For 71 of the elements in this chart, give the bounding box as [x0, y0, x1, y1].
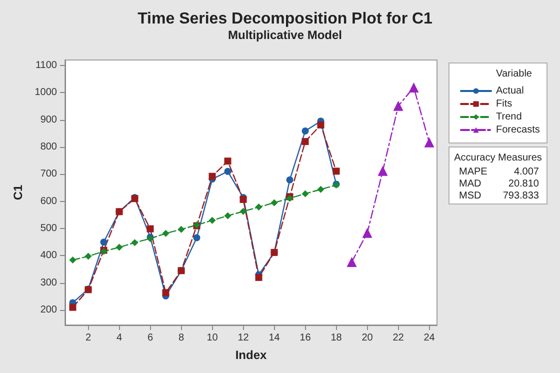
text: MAPE — [459, 166, 488, 178]
y-axis-title: C1 — [10, 184, 25, 200]
legend-label: Trend — [496, 112, 522, 122]
y-tick-label: 200 — [40, 304, 58, 316]
x-tick-label: 16 — [300, 332, 312, 344]
point — [162, 230, 170, 237]
point — [84, 252, 92, 260]
point — [162, 289, 170, 296]
x-tick-label: 22 — [392, 332, 404, 344]
legend-label: Actual — [496, 86, 524, 96]
text: MSD — [459, 190, 482, 202]
point — [146, 225, 154, 232]
point — [393, 100, 404, 111]
point — [224, 158, 232, 165]
x-tick-label: 6 — [147, 332, 154, 344]
point — [255, 274, 262, 281]
y-tick-label: 1100 — [35, 60, 58, 71]
point — [346, 256, 357, 267]
text: Accuracy Measures — [454, 152, 542, 164]
x-axis-title: Index — [235, 348, 267, 362]
y-tick-label: 600 — [40, 196, 58, 207]
point — [116, 244, 123, 251]
y-tick-label: 700 — [40, 168, 58, 180]
y-tick-label: 500 — [40, 223, 58, 234]
legend-title: Variable — [496, 68, 532, 80]
y-tick-label: 400 — [40, 250, 58, 262]
point — [131, 239, 138, 246]
x-tick-label: 8 — [178, 332, 184, 344]
x-tick-label: 24 — [424, 332, 436, 344]
point — [255, 204, 262, 211]
legend-label: Forecasts — [496, 124, 540, 136]
chart-title: Time Series Decomposition Plot for C1 — [138, 10, 433, 28]
point — [317, 121, 324, 128]
point — [270, 199, 278, 206]
point — [100, 238, 108, 246]
point — [317, 186, 324, 193]
point — [224, 168, 232, 175]
y-tick-label: 300 — [40, 277, 58, 288]
point — [69, 256, 76, 264]
x-tick-label: 18 — [330, 332, 342, 344]
x-tick-label: 12 — [238, 332, 250, 344]
point — [302, 138, 309, 146]
x-tick-label: 14 — [268, 332, 280, 344]
x-tick-label: 2 — [85, 332, 92, 344]
y-tick-label: 1000 — [34, 87, 58, 98]
point — [193, 234, 200, 242]
text: MAD — [459, 178, 482, 190]
x-tick-label: 20 — [362, 332, 374, 344]
point — [240, 208, 247, 215]
y-tick-label: 900 — [40, 114, 58, 126]
point — [208, 216, 216, 224]
point — [424, 137, 434, 148]
point — [378, 166, 388, 176]
x-tick-label: 4 — [116, 332, 122, 344]
text: 20.810 — [508, 178, 540, 190]
y-tick-label: 800 — [40, 141, 58, 152]
point — [302, 190, 309, 198]
text: 4.007 — [514, 166, 540, 178]
legend-label: Fits — [496, 98, 512, 110]
point — [286, 176, 294, 184]
point — [224, 212, 232, 220]
point — [178, 226, 185, 233]
chart-subtitle: Multiplicative Model — [228, 28, 342, 42]
point — [408, 82, 419, 92]
x-tick-label: 10 — [206, 332, 218, 344]
text: 793.833 — [502, 190, 540, 202]
point — [208, 172, 216, 180]
point — [302, 127, 309, 134]
point — [362, 228, 372, 238]
point — [69, 304, 76, 311]
point — [332, 168, 340, 175]
